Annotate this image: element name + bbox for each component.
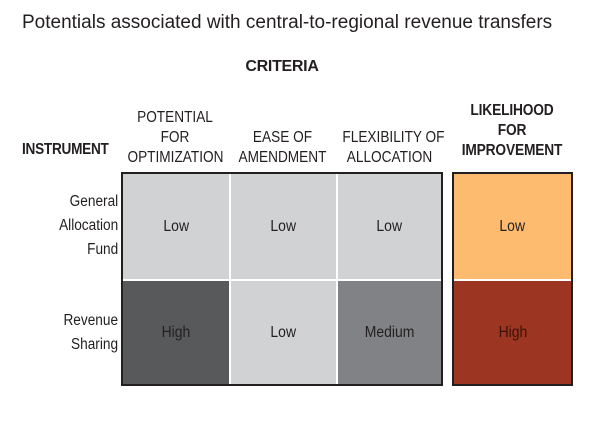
figure-title: Potentials associated with central-to-re… (22, 12, 553, 33)
likelihood-header-line: LIKELIHOOD (470, 102, 554, 119)
cell-gaf-amendment: Low (231, 174, 336, 279)
column-header-optimization: POTENTIAL FOR OPTIMIZATION (127, 108, 224, 168)
likelihood-column: Low High (452, 172, 573, 386)
cell-gaf-optimization: Low (123, 174, 229, 279)
cell-rs-amendment: Low (231, 281, 336, 384)
cell-value: High (161, 323, 191, 341)
column-header-line: POTENTIAL (137, 109, 213, 126)
column-header-line: OPTIMIZATION (127, 149, 224, 166)
column-header-amendment: EASE OF AMENDMENT (235, 128, 329, 168)
column-header-flexibility: FLEXIBILITY OF ALLOCATION (342, 128, 445, 168)
cell-value: Medium (364, 323, 415, 341)
row-label-line: General (69, 193, 118, 210)
row-label-line: Fund (86, 241, 118, 258)
column-header-line: FLEXIBILITY OF (342, 129, 445, 146)
column-header-line: AMENDMENT (238, 149, 327, 166)
criteria-matrix: Low Low Low High Low Medium (121, 172, 443, 386)
cell-rs-flexibility: Medium (338, 281, 441, 384)
likelihood-header-line: FOR (497, 122, 527, 139)
instrument-header: INSTRUMENT (22, 141, 109, 158)
row-label-line: Allocation (58, 217, 118, 234)
cell-rs-optimization: High (123, 281, 229, 384)
cell-value: High (498, 323, 527, 341)
row-label-general-allocation-fund: General Allocation Fund (59, 190, 118, 262)
cell-gaf-flexibility: Low (338, 174, 441, 279)
criteria-header: CRITERIA (245, 58, 319, 75)
cell-value: Low (499, 217, 526, 235)
cell-value: Low (270, 323, 297, 341)
column-header-line: FOR (160, 129, 190, 146)
cell-value: Low (270, 217, 297, 235)
row-label-line: Sharing (70, 336, 118, 353)
column-header-line: EASE OF (252, 129, 313, 146)
row-label-line: Revenue (63, 312, 118, 329)
likelihood-header: LIKELIHOOD FOR IMPROVEMENT (460, 101, 563, 161)
cell-gaf-likelihood: Low (454, 174, 571, 279)
cell-rs-likelihood: High (454, 281, 571, 384)
cell-value: Low (163, 217, 189, 235)
column-header-line: ALLOCATION (346, 149, 433, 166)
likelihood-header-line: IMPROVEMENT (461, 142, 563, 159)
cell-value: Low (376, 217, 403, 235)
row-label-revenue-sharing: Revenue Sharing (63, 309, 118, 357)
